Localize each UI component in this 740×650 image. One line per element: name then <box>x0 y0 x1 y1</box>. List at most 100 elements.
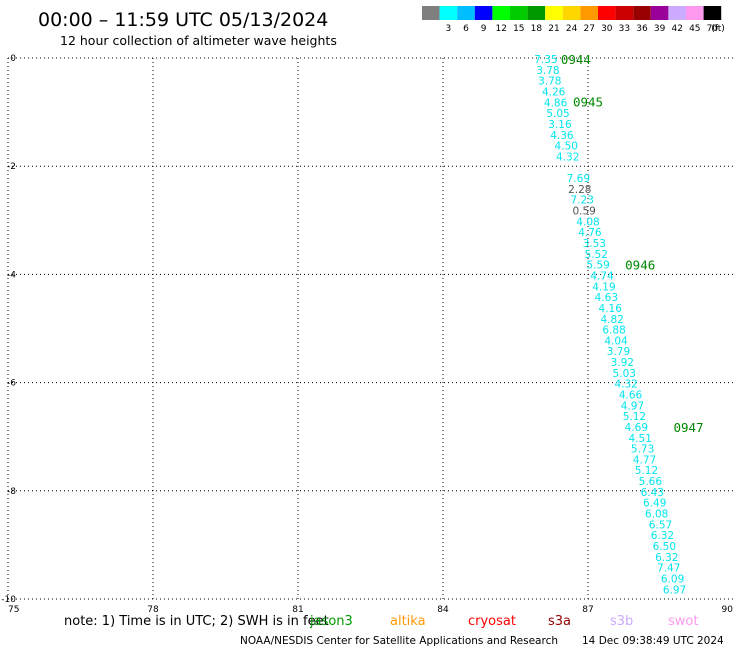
swh-value-label: 7.47 <box>657 563 680 575</box>
swh-value-label: 4.32 <box>614 379 637 391</box>
colorbar-swatch <box>510 6 528 20</box>
plot-grid <box>7 57 733 600</box>
swh-value-label: 6.08 <box>645 509 668 521</box>
swh-value-label: 0.59 <box>572 206 595 218</box>
swh-value-label: 5.12 <box>635 465 658 477</box>
swh-value-label: 5.52 <box>585 249 608 261</box>
swh-value-label: 7.69 <box>567 173 590 185</box>
swh-value-label: 6.88 <box>602 325 625 337</box>
swh-value-label: 4.77 <box>633 454 656 466</box>
colorbar-tick-label: 33 <box>619 24 630 34</box>
swh-value-label: 5.03 <box>613 368 636 380</box>
colorbar-unit: (ft) <box>711 24 725 34</box>
colorbar-legend: 3 6 9 12 15 18 21 24 27 30 33 36 39 42 45 70(ft) <box>422 6 725 34</box>
time-label: 0944 <box>561 52 591 67</box>
satellite-legend-item: altika <box>390 614 426 629</box>
x-tick-label: 78 <box>147 605 159 615</box>
swh-value-label: 6.57 <box>649 519 672 531</box>
swh-value-label: 3.78 <box>536 65 559 77</box>
colorbar-tick-label: 6 <box>463 24 469 34</box>
colorbar-swatch <box>580 6 598 20</box>
satellite-legend: jason3 altika cryosat s3a s3b swot <box>309 614 698 629</box>
swh-value-label: 6.32 <box>655 552 678 564</box>
colorbar-tick-label: 36 <box>636 24 648 34</box>
colorbar-tick-label: 27 <box>583 24 594 34</box>
y-tick-label: -4 <box>7 270 16 280</box>
colorbar-swatch <box>650 6 669 20</box>
colorbar-tick-label: 70 <box>707 24 719 34</box>
x-tick-label: 81 <box>292 605 303 615</box>
x-tick-label: 75 <box>8 605 19 615</box>
swh-value-label: 5.73 <box>631 444 654 456</box>
swh-value-label: 7.35 <box>534 54 557 66</box>
swh-value-label: 4.26 <box>542 87 566 99</box>
colorbar-tick-label: 18 <box>531 24 543 34</box>
colorbar-swatch <box>439 6 458 20</box>
y-tick-label: -2 <box>7 162 16 172</box>
swh-value-label: 4.32 <box>556 151 579 163</box>
swh-value-label: 6.50 <box>653 541 676 553</box>
colorbar-tick-label: 21 <box>548 24 559 34</box>
time-label: 0945 <box>573 94 603 109</box>
colorbar-swatch <box>598 6 616 20</box>
colorbar-swatch <box>633 6 651 20</box>
colorbar-tick-label: 24 <box>566 24 578 34</box>
swh-value-label: 4.08 <box>576 216 599 228</box>
colorbar-swatch <box>457 6 475 20</box>
colorbar-tick-label: 3 <box>446 24 452 34</box>
colorbar-tick-label: 39 <box>654 24 666 34</box>
colorbar-tick-label: 9 <box>481 24 487 34</box>
satellite-legend-item: s3b <box>610 614 633 629</box>
colorbar-swatch <box>615 6 634 20</box>
swh-value-label: 4.19 <box>592 281 615 293</box>
y-tick-label: -6 <box>7 379 16 389</box>
swh-value-label: 4.51 <box>629 433 652 445</box>
swh-value-label: 2.28 <box>568 184 591 196</box>
colorbar-swatch <box>562 6 581 20</box>
swh-value-label: 4.16 <box>599 303 623 315</box>
satellite-legend-item: cryosat <box>468 614 516 629</box>
colorbar-swatch <box>545 6 563 20</box>
chart-title: 00:00 – 11:59 UTC 05/13/2024 <box>38 9 328 31</box>
swh-value-label: 4.50 <box>555 141 578 153</box>
swh-value-label: 4.36 <box>550 130 574 142</box>
swh-value-label: 3.16 <box>548 119 572 131</box>
swh-value-label: 4.97 <box>621 400 644 412</box>
y-axis-ticks: 0 -2 -4 -6 -8 -10 <box>1 54 16 605</box>
y-tick-label: 0 <box>10 54 16 64</box>
swh-value-label: 4.76 <box>578 227 602 239</box>
swh-value-label: 4.66 <box>619 390 643 402</box>
y-tick-label: -10 <box>1 595 16 605</box>
colorbar-swatch <box>703 6 722 20</box>
swh-value-label: 3.92 <box>611 357 634 369</box>
swh-value-label: 4.82 <box>600 314 623 326</box>
swh-value-label: 4.86 <box>544 97 568 109</box>
colorbar-swatch <box>527 6 546 20</box>
swh-value-label: 3.53 <box>583 238 606 250</box>
colorbar-swatch <box>474 6 493 20</box>
swh-value-label: 4.63 <box>595 292 618 304</box>
colorbar-tick-label: 45 <box>689 24 700 34</box>
x-tick-label: 84 <box>437 605 449 615</box>
swh-value-label: 7.23 <box>571 195 594 207</box>
time-labels: 0944 0945 0946 0947 <box>561 52 704 435</box>
colorbar-tick-label: 42 <box>671 24 682 34</box>
swh-value-label: 6.97 <box>663 584 686 596</box>
wave-height-labels: 7.353.783.784.264.865.053.164.364.504.32… <box>534 54 686 596</box>
swh-value-label: 6.32 <box>651 530 674 542</box>
colorbar-swatch <box>686 6 704 20</box>
swh-value-label: 5.66 <box>639 476 663 488</box>
swh-value-label: 4.04 <box>604 335 628 347</box>
swh-value-label: 5.59 <box>586 260 609 272</box>
colorbar-swatch <box>492 6 510 20</box>
footer-timestamp: 14 Dec 09:38:49 UTC 2024 <box>582 635 724 647</box>
colorbar-swatch <box>668 6 686 20</box>
note-text: note: 1) Time is in UTC; 2) SWH is in fe… <box>64 614 329 629</box>
chart-subtitle: 12 hour collection of altimeter wave hei… <box>60 33 337 48</box>
swh-value-label: 3.79 <box>607 346 630 358</box>
x-tick-label: 87 <box>582 605 593 615</box>
time-label: 0946 <box>625 258 655 273</box>
x-axis-ticks: 75 78 81 84 87 90 <box>8 605 733 615</box>
colorbar-tick-label: 30 <box>601 24 613 34</box>
